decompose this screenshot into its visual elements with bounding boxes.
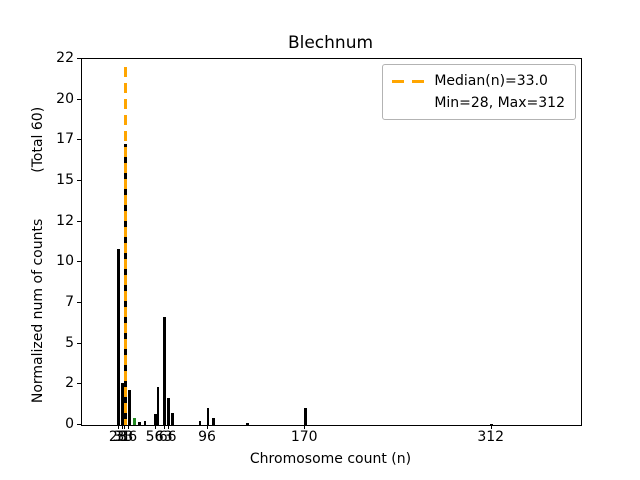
y-tick-label-2: 2 (65, 375, 74, 392)
y-tick-label-12: 12 (56, 212, 74, 229)
y-tick-5 (77, 342, 81, 344)
x-tick-31 (121, 425, 123, 429)
y-tick-2 (77, 383, 81, 385)
y-tick-label-0: 0 (65, 416, 74, 432)
x-tick-36 (128, 425, 130, 429)
x-tick-56 (154, 425, 156, 429)
x-tick-label-28: 28 (108, 429, 127, 445)
median-line (123, 67, 128, 425)
bar-n96 (206, 407, 210, 425)
x-tick-312 (490, 425, 492, 429)
bar-n69 (171, 413, 174, 425)
y-tick-label-10: 10 (56, 253, 74, 270)
y-tick-label-7: 7 (65, 294, 74, 310)
bar-n58 (156, 386, 160, 425)
x-tick-63 (163, 425, 165, 429)
legend-entry-median: Median(n)=33.0 (392, 73, 565, 89)
bar-n40 (133, 417, 136, 425)
y-tick-label-17: 17 (56, 131, 74, 148)
x-tick-label-31: 31 (112, 429, 131, 445)
legend-median-label: Median(n)=33.0 (434, 73, 548, 89)
x-tick-33 (124, 425, 126, 429)
y-tick-12 (77, 220, 81, 222)
bar-n170 (303, 407, 307, 425)
bar-n66 (167, 398, 170, 425)
chart-title: Blechnum (287, 33, 374, 53)
x-tick-label-33: 33 (115, 429, 134, 445)
bar-n63 (163, 316, 167, 425)
bar-n31 (121, 383, 125, 425)
bar-n90 (198, 420, 202, 425)
bar-n126 (246, 422, 249, 425)
x-tick-label-66: 66 (158, 429, 177, 445)
bar-n36 (127, 390, 131, 425)
bar-n48 (143, 420, 147, 425)
y-tick-15 (77, 180, 81, 181)
legend-minmax-label: Min=28, Max=312 (434, 95, 565, 111)
bar-n100 (212, 418, 215, 425)
y-tick-label-15: 15 (56, 172, 74, 188)
legend-minmax-spacer (392, 102, 425, 105)
y-tick-0 (77, 424, 81, 425)
x-axis-label: Chromosome count (n) (249, 451, 412, 467)
x-tick-label-170: 170 (290, 429, 318, 445)
x-tick-label-96: 96 (198, 429, 216, 445)
x-tick-label-56: 56 (145, 429, 164, 445)
y-tick-label-20: 20 (56, 90, 74, 107)
bar-n28 (117, 248, 121, 425)
legend-entry-minmax: Min=28, Max=312 (392, 95, 565, 111)
bar-n312 (490, 424, 494, 425)
x-tick-label-312: 312 (477, 429, 505, 445)
y-tick-20 (77, 98, 81, 100)
x-tick-170 (304, 425, 306, 429)
bar-n56 (154, 414, 157, 425)
x-tick-label-36: 36 (119, 429, 138, 445)
x-tick-label-63: 63 (154, 429, 173, 445)
bar-n44 (138, 421, 142, 425)
x-tick-66 (167, 425, 169, 429)
legend-median-dash-icon (392, 79, 426, 83)
y-tick-10 (77, 261, 81, 263)
x-tick-96 (207, 425, 209, 429)
y-tick-label-22: 22 (56, 50, 74, 66)
legend: Median(n)=33.0 Min=28, Max=312 (382, 64, 576, 120)
y-tick-label-5: 5 (65, 334, 74, 351)
x-tick-28 (117, 425, 119, 429)
y-tick-7 (77, 302, 81, 303)
plot-area: Median(n)=33.0 Min=28, Max=312 (81, 58, 582, 426)
y-tick-17 (77, 139, 81, 141)
y-tick-22 (77, 58, 81, 59)
